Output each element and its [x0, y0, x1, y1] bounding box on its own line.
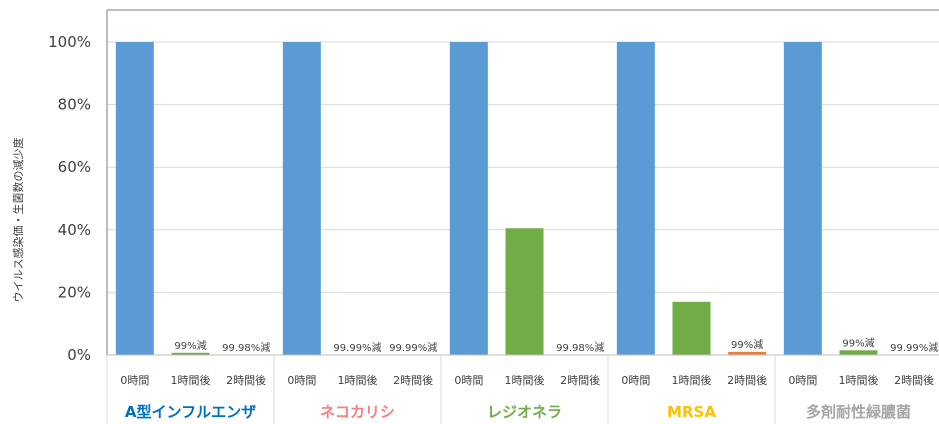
x-tick-label: 1時間後 — [338, 373, 378, 387]
x-tick-label: 0時間 — [621, 374, 650, 387]
y-axis-label: ウイルス感染価・生菌数の減少度 — [11, 138, 25, 303]
x-tick-label: 2時間後 — [894, 373, 934, 387]
x-tick-labels: 0時間 1時間後 2時間後 0時間 1時間後 2時間後 0時間 1時間後 2時間後 0時間 1時間後… — [120, 373, 934, 387]
y-tick-label: 20% — [58, 283, 91, 301]
x-tick-label: 0時間 — [454, 374, 483, 387]
data-label: 99%減 — [731, 338, 763, 351]
group-label: レジオネラ — [487, 403, 562, 421]
data-label: 99%減 — [842, 336, 874, 349]
group-labels: A型インフルエンザ ネコカリシ レジオネラ MRSA 多剤耐性緑膿菌 — [125, 403, 911, 421]
bar — [282, 42, 321, 355]
bar — [171, 352, 210, 355]
x-tick-label: 0時間 — [287, 374, 316, 387]
x-tick-label: 1時間後 — [672, 373, 712, 387]
group-label: MRSA — [667, 403, 716, 421]
x-tick-label: 1時間後 — [171, 373, 211, 387]
bar — [783, 42, 822, 355]
bar — [505, 228, 544, 355]
bars — [115, 42, 878, 355]
x-tick-label: 2時間後 — [226, 373, 266, 387]
y-tick-label: 100% — [48, 33, 91, 51]
bar — [728, 351, 767, 355]
x-tick-label: 2時間後 — [727, 373, 767, 387]
data-label: 99.99%減 — [389, 341, 437, 354]
y-tick-label: 60% — [58, 158, 91, 176]
y-tick-label: 40% — [58, 221, 91, 239]
data-label: 99.98%減 — [556, 341, 604, 354]
x-tick-label: 1時間後 — [839, 373, 879, 387]
x-tick-label: 2時間後 — [393, 373, 433, 387]
data-labels: 99%減 99.98%減 99.99%減 99.99%減 99.98%減 99%減 99%減… — [174, 336, 938, 354]
data-label: 99.99%減 — [333, 341, 381, 354]
y-tick-labels: 0% 20% 40% 60% 80% 100% — [48, 33, 91, 364]
data-label: 99%減 — [174, 339, 206, 352]
y-tick-label: 0% — [67, 346, 91, 364]
group-label: 多剤耐性緑膿菌 — [806, 403, 911, 421]
x-tick-label: 1時間後 — [505, 373, 545, 387]
bar — [839, 350, 878, 355]
plot-frame — [106, 9, 939, 424]
data-label: 99.98%減 — [222, 341, 270, 354]
x-tick-label: 2時間後 — [560, 373, 600, 387]
bar — [449, 42, 488, 355]
bar — [672, 301, 711, 355]
data-label: 99.99%減 — [890, 341, 938, 354]
bar — [616, 42, 655, 355]
x-tick-label: 0時間 — [120, 374, 149, 387]
bar — [115, 42, 154, 355]
group-label: ネコカリシ — [320, 403, 395, 421]
group-label: A型インフルエンザ — [125, 403, 256, 421]
y-tick-label: 80% — [58, 96, 91, 114]
x-tick-label: 0時間 — [788, 374, 817, 387]
